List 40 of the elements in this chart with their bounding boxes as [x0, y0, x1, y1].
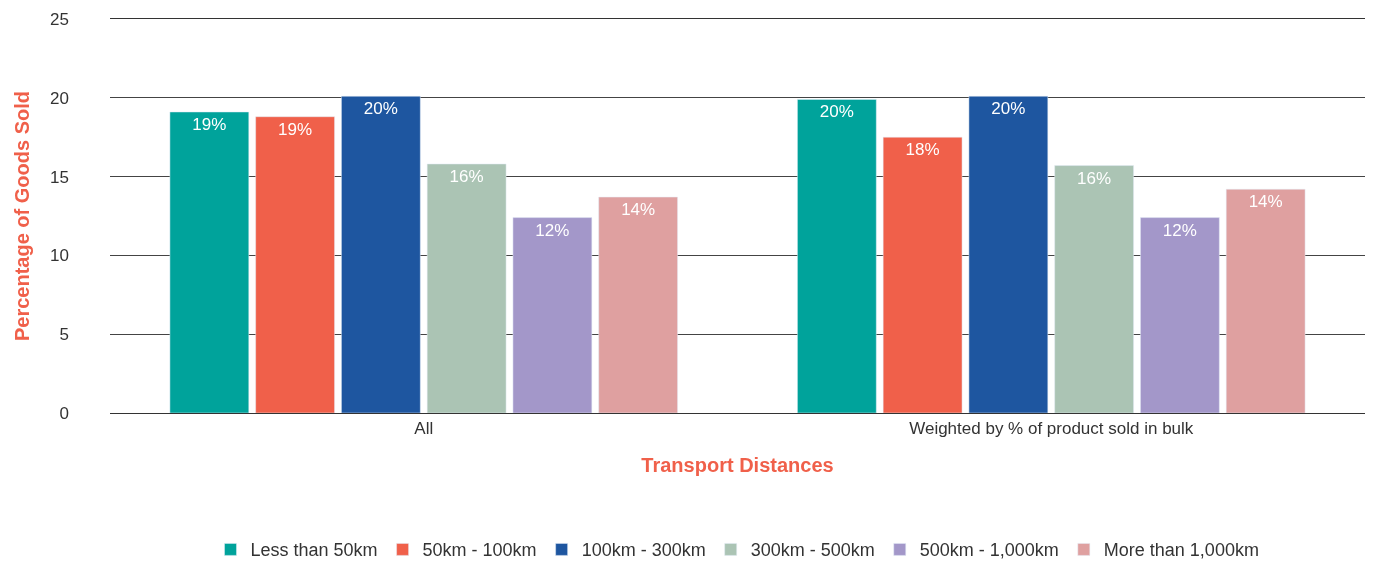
- y-tick-label: 0: [59, 403, 69, 423]
- y-tick-label: 20: [50, 88, 69, 108]
- data-label: 20%: [991, 99, 1026, 119]
- y-axis-title: Percentage of Goods Sold: [10, 90, 33, 342]
- legend-label: 100km - 300km: [581, 540, 706, 561]
- data-label: 14%: [1248, 192, 1283, 212]
- y-tick-label: 25: [50, 9, 69, 29]
- y-tick-label: 5: [59, 325, 69, 345]
- x-tick-label: All: [414, 419, 434, 439]
- bar: [1225, 188, 1306, 413]
- bar: [1054, 165, 1134, 413]
- y-tick-label: 10: [50, 246, 69, 266]
- bar: [797, 99, 877, 413]
- bar: [426, 163, 507, 413]
- data-label: 20%: [363, 99, 398, 119]
- data-label: 12%: [535, 220, 570, 240]
- data-label: 19%: [192, 114, 227, 134]
- legend-label: 300km - 500km: [750, 540, 875, 561]
- legend-label: 500km - 1,000km: [919, 540, 1059, 561]
- data-label: 18%: [905, 140, 940, 160]
- data-label: 16%: [1077, 168, 1112, 188]
- x-tick-label: Weighted by % of product sold in bulk: [909, 419, 1194, 439]
- bar: [1140, 217, 1220, 413]
- data-label: 20%: [819, 102, 854, 122]
- bar: [598, 196, 678, 413]
- legend-label: Less than 50km: [250, 540, 378, 561]
- data-label: 14%: [621, 200, 656, 220]
- bar: [512, 217, 593, 413]
- bar: [341, 95, 421, 413]
- bar: [882, 136, 963, 413]
- data-label: 19%: [278, 119, 313, 139]
- legend-label: 50km - 100km: [422, 540, 537, 561]
- data-label: 16%: [449, 166, 484, 186]
- y-tick-label: 15: [50, 167, 69, 187]
- x-axis-title: Transport Distances: [641, 453, 834, 476]
- data-label: 12%: [1162, 220, 1197, 240]
- bar: [255, 116, 335, 413]
- bar: [169, 111, 250, 413]
- legend-label: More than 1,000km: [1103, 540, 1259, 561]
- bar: [968, 95, 1049, 413]
